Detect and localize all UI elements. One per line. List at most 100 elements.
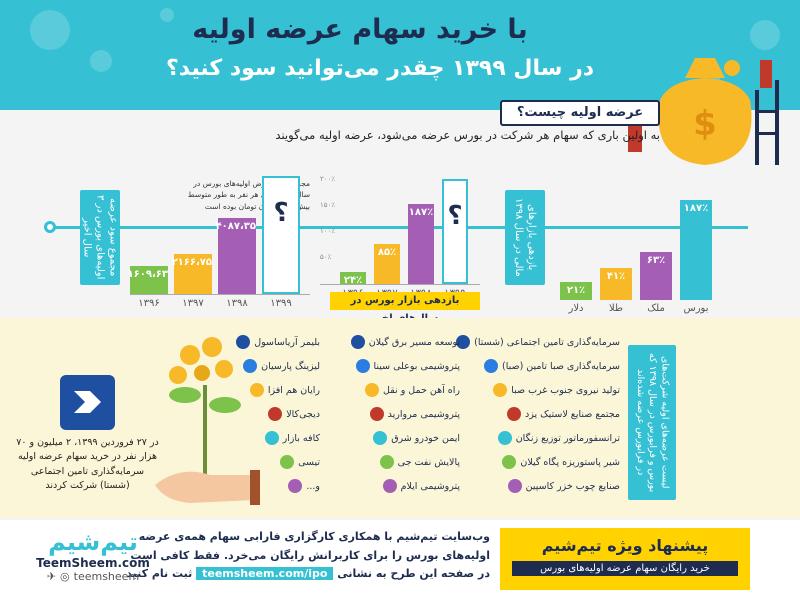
svg-text:$: $ — [693, 104, 717, 144]
company-item: سرمایه‌گذاری صبا تامین (صبا) — [484, 359, 620, 373]
companies-side-label: لیست عرضه‌های اولیه شرکت‌های بورس و فراب… — [628, 345, 676, 500]
profit-chart-label: مجموع سود عرضه اولیه‌های بورس در ۳ سال ا… — [80, 190, 120, 285]
footer-text: وب‌سایت تیم‌شیم با همکاری کارگزاری فاراب… — [120, 528, 490, 584]
company-logo-icon — [382, 479, 397, 493]
offer-title: پیشنهاد ویژه تیم‌شیم — [541, 536, 709, 555]
company-name: دیجی‌کالا — [286, 408, 320, 420]
company-logo-icon — [236, 335, 251, 349]
companies-col-1: سرمایه‌گذاری تامین اجتماعی (شستا) سرمایه‌… — [456, 335, 620, 505]
footer-url[interactable]: teemsheem.com/ipo — [196, 567, 334, 581]
company-logo-icon — [484, 359, 499, 373]
company-name: شیر پاستوریزه پگاه گیلان — [520, 456, 620, 468]
markets-chart-label: بازدهی بازارهای مالی در سال ۱۳۹۸ — [505, 190, 545, 285]
company-name: تولید نیروی جنوب غرب صبا — [511, 384, 620, 396]
footer-description: وب‌سایت تیم‌شیم با همکاری کارگزاری فاراب… — [130, 530, 490, 581]
section-divider — [48, 226, 748, 229]
return-bar-0: ۲۴٪ — [340, 272, 366, 286]
markets-xlabel-0: دلار — [568, 303, 584, 314]
company-logo-icon — [502, 455, 517, 469]
return-bar-1: ۸۵٪ — [374, 244, 400, 284]
company-logo-icon — [507, 479, 522, 493]
return-chart-label: بازدهی بازار بورس در سال‌های اخیر — [330, 292, 480, 324]
company-name: لیزینگ پارسیان — [261, 360, 320, 372]
company-item: صنایع چوب خزر کاسپین — [507, 479, 620, 493]
profit-bar-3: ؟ — [262, 176, 300, 294]
company-logo-icon — [365, 383, 380, 397]
company-name: و... — [306, 480, 320, 492]
markets-xlabel-1: طلا — [609, 303, 623, 314]
company-name: مجتمع صنایع لاستیک یزد — [525, 408, 620, 420]
profit-xlabel-1: ۱۳۹۷ — [182, 298, 204, 309]
markets-xlabel-2: ملک — [647, 303, 665, 314]
brand-site[interactable]: TeemSheem.com — [36, 556, 150, 570]
company-item: رایان هم افزا — [249, 383, 320, 397]
company-item: توسعه مسیر برق گیلان — [350, 335, 460, 349]
company-item: پالایش نفت جی — [379, 455, 460, 469]
brand-logo: تیم‌شیم — [48, 528, 138, 556]
company-logo-icon — [249, 383, 264, 397]
company-name: سرمایه‌گذاری صبا تامین (صبا) — [502, 360, 620, 372]
page-subtitle: در سال ۱۳۹۹ چقدر می‌توانید سود کنید؟ — [165, 56, 595, 81]
return-bar-3: ؟ — [442, 179, 468, 284]
company-item: ایمن خودرو شرق — [373, 431, 460, 445]
company-item: تیسی — [280, 455, 320, 469]
company-name: سرمایه‌گذاری تامین اجتماعی (شستا) — [474, 336, 620, 348]
profit-xlabel-0: ۱۳۹۶ — [138, 298, 160, 309]
special-offer-box: پیشنهاد ویژه تیم‌شیم خرید رایگان سهام عر… — [500, 528, 750, 590]
profit-bar-0: ۱۶۰۹،۶۳ — [128, 266, 168, 294]
profit-bar-2: ۴۰۸۷،۳۵ — [216, 218, 256, 294]
company-logo-icon — [280, 455, 295, 469]
company-item: ترانسفورماتور توزیع زنگان — [497, 431, 620, 445]
company-logo-icon — [268, 407, 283, 421]
return-chart: ۲۴٪۱۳۹۶۸۵٪۱۳۹۷۱۸۷٪۱۳۹۸؟۱۳۹۹۲۰۰٪۱۵۰٪۱۰۰٪۵… — [320, 175, 480, 299]
telegram-icon[interactable]: ✈ — [46, 570, 57, 583]
return-ytick-3: ۵۰٪ — [320, 253, 332, 261]
question-heading: عرضه اولیه چیست؟ — [500, 100, 660, 126]
company-logo-icon — [379, 455, 394, 469]
company-item: پتروشیمی مروارید — [369, 407, 460, 421]
company-item: راه آهن حمل و نقل — [365, 383, 460, 397]
markets-bar-1: ۴۱٪ — [600, 268, 632, 300]
company-logo-icon — [493, 383, 508, 397]
return-bar-2: ۱۸۷٪ — [408, 204, 434, 284]
company-item: کافه بازار — [264, 431, 320, 445]
company-logo-icon — [456, 335, 471, 349]
company-item: سرمایه‌گذاری تامین اجتماعی (شستا) — [456, 335, 620, 349]
shasta-note: در ۲۷ فروردین ۱۳۹۹، ۲ میلیون و ۷۰ هزار ن… — [16, 437, 159, 491]
company-name: پتروشیمی بوعلی سینا — [373, 360, 461, 372]
company-logo-icon — [497, 431, 512, 445]
markets-bar-0: ۲۱٪ — [560, 282, 592, 300]
company-item: مجتمع صنایع لاستیک یزد — [507, 407, 620, 421]
company-logo-icon — [243, 359, 258, 373]
markets-xlabel-3: بورس — [683, 303, 709, 314]
company-name: رایان هم افزا — [267, 384, 320, 396]
company-name: ترانسفورماتور توزیع زنگان — [515, 432, 620, 444]
company-name: توسعه مسیر برق گیلان — [368, 336, 460, 348]
profit-xlabel-3: ۱۳۹۹ — [270, 298, 292, 309]
company-logo-icon — [264, 431, 279, 445]
footer-tail: ثبت نام کنید — [126, 567, 193, 581]
company-name: پتروشیمی ایلام — [400, 480, 460, 492]
company-item: پتروشیمی ایلام — [382, 479, 460, 493]
company-name: صنایع چوب خزر کاسپین — [525, 480, 620, 492]
company-name: بلیمر آریاساسول — [254, 336, 320, 348]
company-item: و... — [288, 479, 320, 493]
money-tree-illustration — [155, 337, 260, 505]
company-item: بلیمر آریاساسول — [236, 335, 320, 349]
company-name: ایمن خودرو شرق — [391, 432, 460, 444]
divider-node — [44, 221, 56, 233]
return-ytick-0: ۲۰۰٪ — [320, 175, 336, 183]
instagram-icon[interactable]: ◎ — [60, 570, 70, 583]
company-item: شیر پاستوریزه پگاه گیلان — [502, 455, 620, 469]
offer-subtitle: خرید رایگان سهام عرضه اولیه‌های بورس — [512, 561, 738, 576]
markets-bar-3: ۱۸۷٪ — [680, 200, 712, 300]
company-item: دیجی‌کالا — [268, 407, 320, 421]
return-ytick-2: ۱۰۰٪ — [320, 227, 336, 235]
profit-chart: ۱۶۰۹،۶۳ ۱۳۹۶ ۲۱۶۶،۷۵ ۱۳۹۷ ۴۰۸۷،۳۵ ۱۳۹۸ ؟ ۱۳۹۹ — [128, 175, 310, 309]
page-title: با خرید سهام عرضه اولیه — [192, 14, 528, 45]
shasta-logo — [60, 375, 115, 430]
companies-col-3: بلیمر آریاساسول لیزینگ پارسیان رایان هم اف… — [190, 335, 320, 505]
return-ytick-1: ۱۵۰٪ — [320, 201, 336, 209]
brand-handle[interactable]: teemsheem — [73, 570, 140, 583]
company-name: پالایش نفت جی — [397, 456, 460, 468]
